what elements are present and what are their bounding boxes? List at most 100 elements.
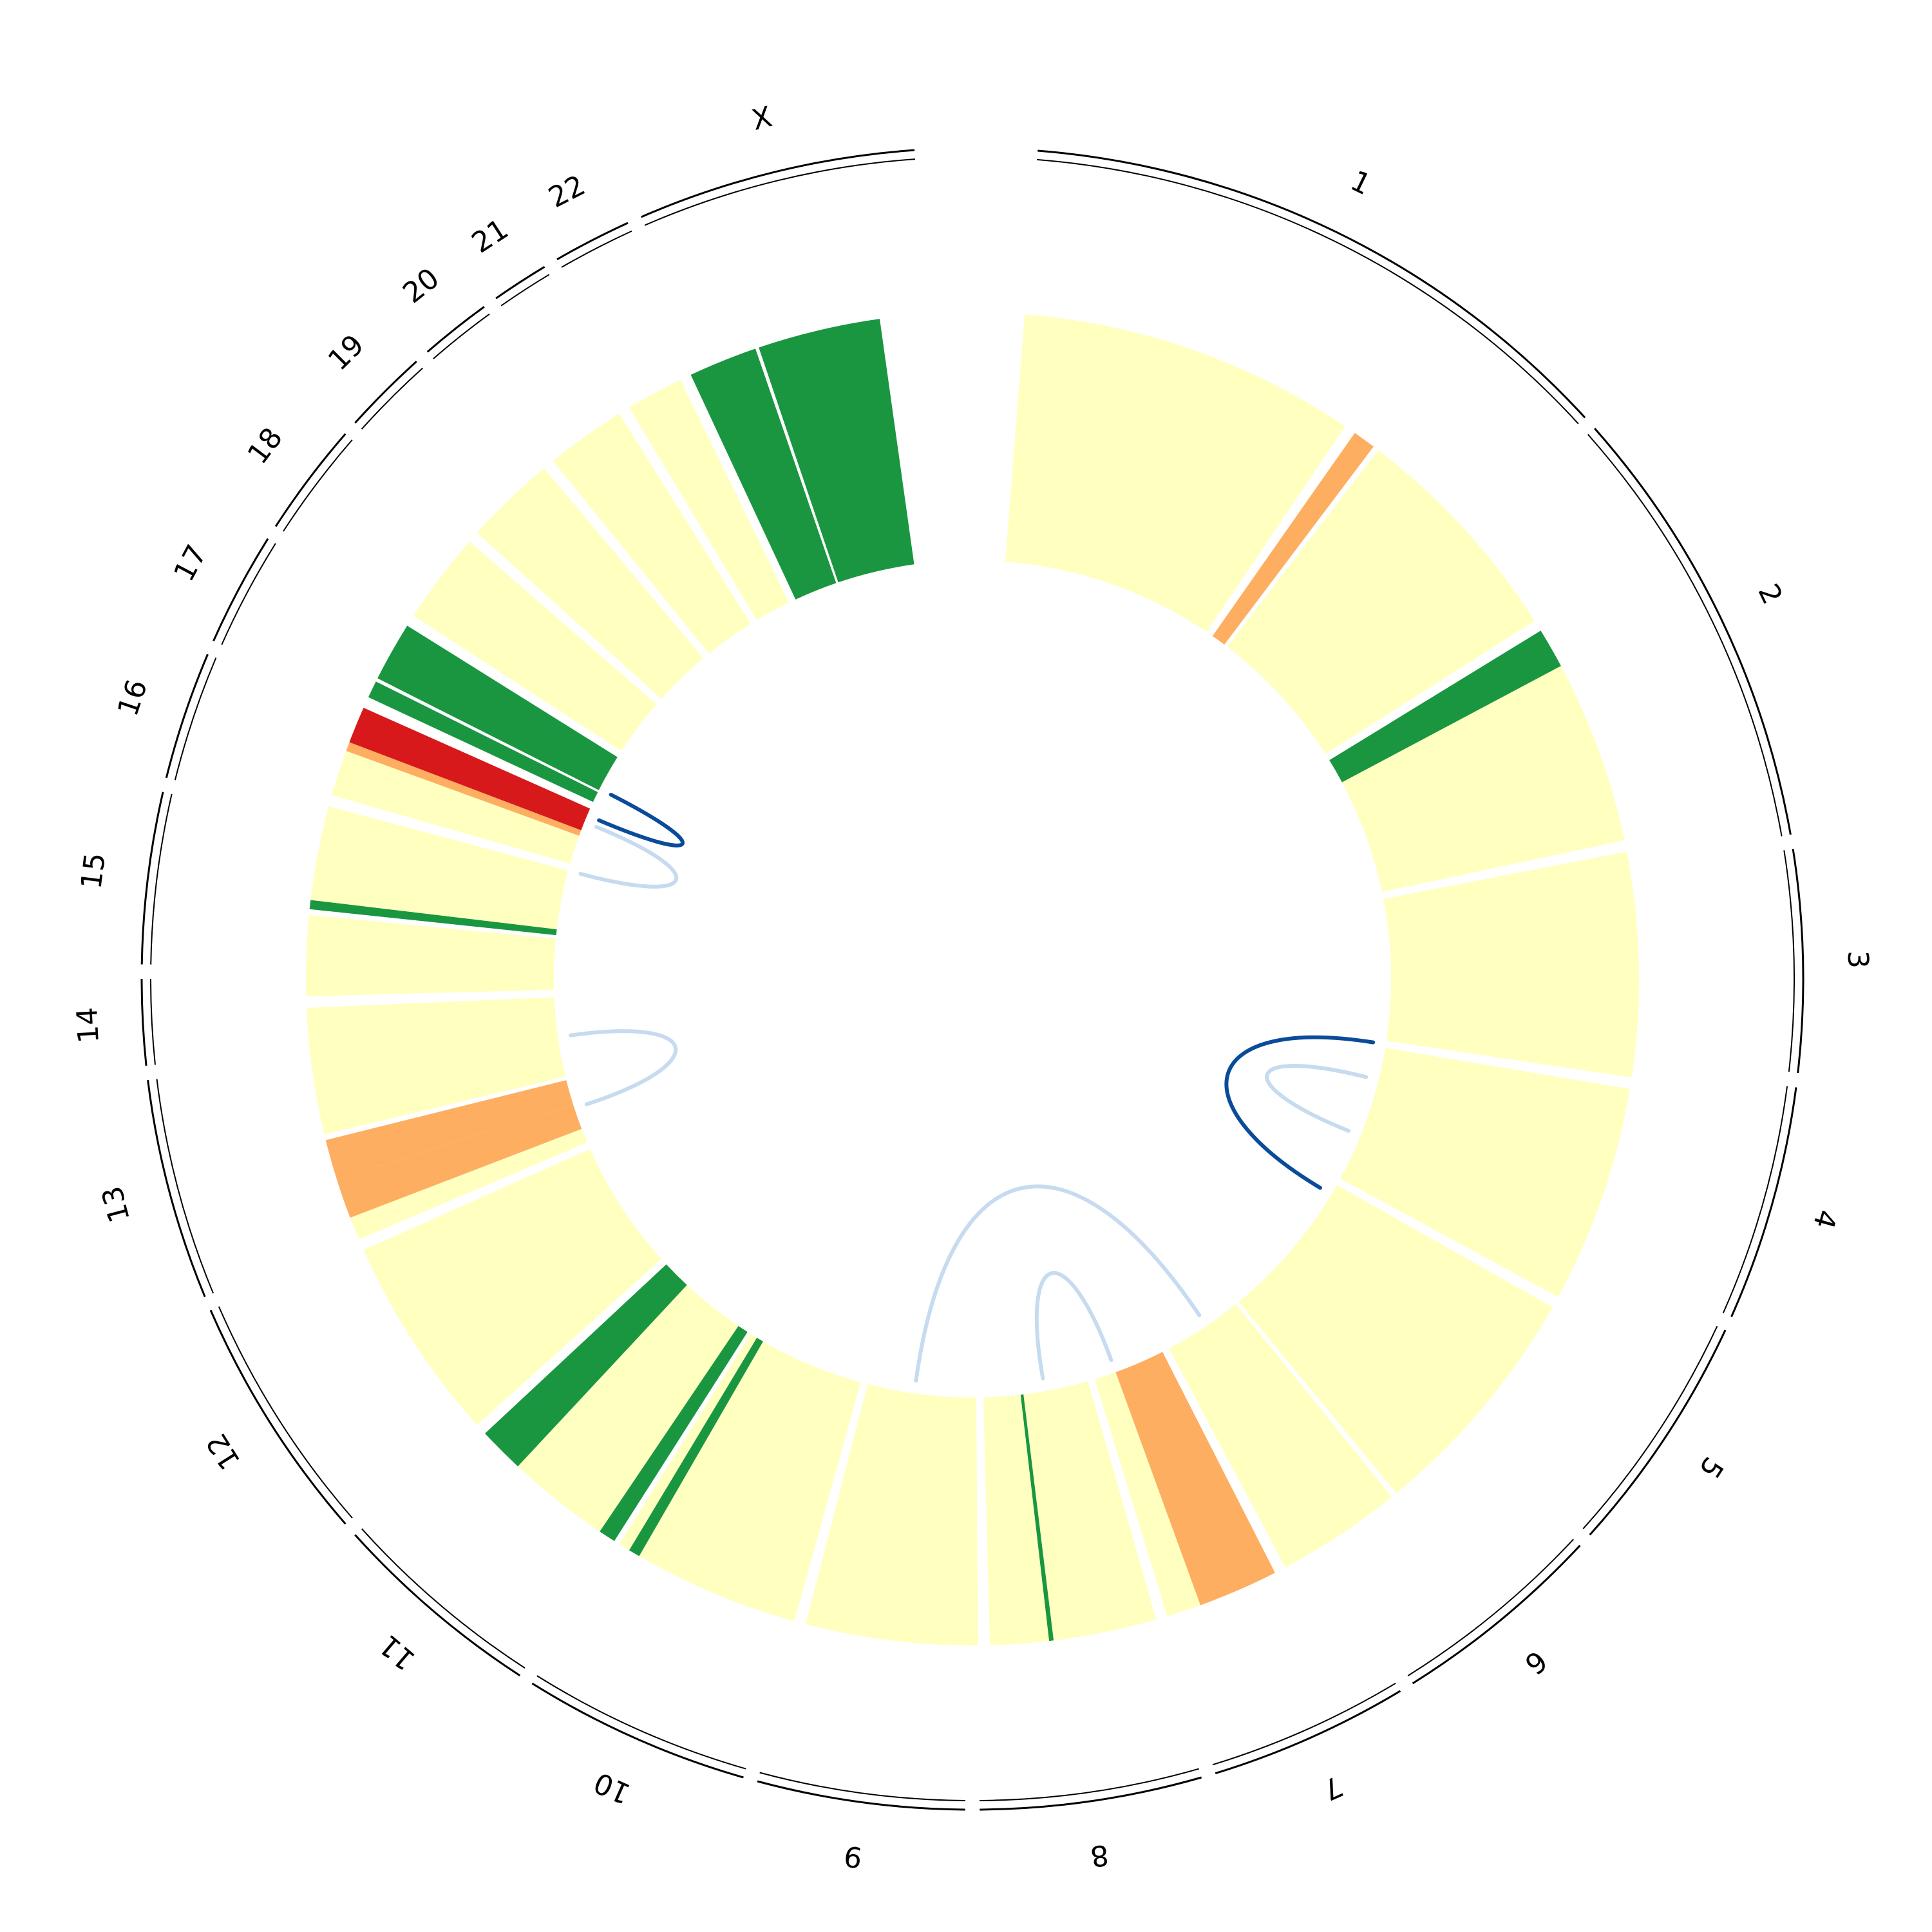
ideogram-inner-arc <box>283 439 353 532</box>
heatmap-segment <box>336 1104 582 1218</box>
link-weak <box>914 1184 1202 1383</box>
heatmap-segment <box>477 468 704 699</box>
ideogram-outer-arc <box>1037 149 1586 419</box>
chromosome-label-21: 21 <box>466 213 515 260</box>
heatmap-segment <box>690 348 837 600</box>
ideogram-outer-arc <box>980 1776 1202 1811</box>
ideogram-chr-22 <box>556 222 632 268</box>
ideogram-inner-arc <box>1722 1086 1788 1314</box>
ideogram-chr-4 <box>1722 1086 1797 1318</box>
heatmap-segment <box>518 1285 739 1532</box>
heatmap-segment <box>1329 630 1561 782</box>
heatmap-segment <box>1005 314 1345 632</box>
heatmap-segment <box>805 1384 978 1646</box>
heatmap-segment <box>1383 851 1639 1077</box>
heatmap-segment <box>1341 666 1625 892</box>
ideogram-inner-arc <box>1407 1539 1574 1676</box>
heatmap-segment <box>629 1338 763 1557</box>
ideogram-chr-12 <box>209 1306 353 1525</box>
heatmap-segment <box>639 1341 861 1622</box>
ideogram-inner-arc <box>150 793 173 965</box>
ideogram-inner-arc <box>759 1772 965 1801</box>
ideogram-chr-15 <box>140 791 173 965</box>
heatmap-segment <box>309 900 557 936</box>
heatmap-segment <box>368 681 598 802</box>
ideogram-inner-arc <box>644 158 916 226</box>
ideogram-chr-11 <box>354 1528 526 1677</box>
ideogram-outer-arc <box>495 266 545 299</box>
ideogram-inner-arc <box>156 1079 214 1294</box>
chromosome-label-4: 4 <box>1806 1206 1843 1233</box>
ideogram-outer-arc <box>757 1780 965 1811</box>
chromosome-label-8: 8 <box>1088 1838 1111 1873</box>
chromosome-label-15: 15 <box>75 851 111 891</box>
chromosome-label-5: 5 <box>1692 1451 1730 1484</box>
ideogram-outer-arc <box>426 306 485 353</box>
chromosome-label-10: 10 <box>589 1765 636 1810</box>
ideogram-outer-arc <box>209 1309 346 1525</box>
heatmap-segment <box>310 806 569 929</box>
heatmap-segment <box>413 542 657 751</box>
ideogram-outer-arc <box>213 538 269 641</box>
ideogram-inner-arc <box>433 313 490 359</box>
heatmap-segment <box>1169 1304 1392 1567</box>
ideogram-outer-arc <box>556 222 629 261</box>
chromosome-label-18: 18 <box>242 422 289 470</box>
heatmap-segment <box>485 1264 687 1466</box>
heatmap-segment <box>600 1325 748 1541</box>
ideogram-inner-arc <box>500 274 550 307</box>
ideogram-inner-arc <box>561 230 632 268</box>
ideogram-outer-arc <box>1792 848 1804 1074</box>
heatmap-segment <box>363 1149 661 1425</box>
chromosome-label-13: 13 <box>96 1183 137 1226</box>
ideogram-inner-arc <box>1783 850 1795 1072</box>
ideogram-chr-2 <box>1587 428 1792 837</box>
heatmap-segment <box>1023 1381 1157 1641</box>
ideogram-chr-17 <box>213 538 276 645</box>
ideogram-inner-arc <box>361 1528 526 1669</box>
ideogram-chr-X <box>641 149 916 226</box>
heatmap-segment <box>553 413 751 654</box>
heatmap-segment <box>349 708 591 831</box>
ideogram-outer-arc <box>1730 1087 1797 1318</box>
ideogram-inner-arc <box>150 978 156 1065</box>
ideogram-chr-3 <box>1783 848 1804 1074</box>
chromosome-label-12: 12 <box>200 1427 247 1475</box>
ideogram-chr-14 <box>140 978 156 1066</box>
chromosome-label-11: 11 <box>373 1628 422 1676</box>
link-weak <box>1034 1271 1113 1381</box>
ideogram-outer-arc <box>641 149 915 218</box>
ideogram-inner-arc <box>1212 1682 1396 1766</box>
ideogram-outer-arc <box>1589 1329 1727 1536</box>
heatmap-track <box>306 314 1639 1646</box>
heatmap-segment <box>1238 1185 1553 1493</box>
ideogram-chr-16 <box>165 654 217 781</box>
chromosome-label-14: 14 <box>71 1007 106 1045</box>
chromosome-label-7: 7 <box>1318 1769 1347 1806</box>
ideogram-outer-arc <box>274 433 346 527</box>
ideogram-inner-arc <box>536 1675 746 1770</box>
ideogram-chr-5 <box>1582 1325 1727 1536</box>
ideogram-inner-arc <box>218 1306 353 1519</box>
heatmap-segment <box>346 742 582 836</box>
heatmap-segment <box>983 1394 1049 1645</box>
ideogram-inner-arc <box>1587 433 1783 837</box>
ideogram-inner-arc <box>174 658 217 781</box>
heatmap-segment <box>350 1128 587 1240</box>
heatmap-segment <box>1020 1394 1054 1642</box>
ideogram-inner-arc <box>1582 1325 1718 1530</box>
heatmap-segment <box>1340 1048 1630 1297</box>
link-track <box>569 793 1376 1383</box>
chromosome-label-17: 17 <box>167 540 213 587</box>
ideogram-outer-arc <box>354 361 417 424</box>
ideogram-chr-7 <box>1212 1682 1401 1775</box>
ideogram-chr-1 <box>1037 149 1586 424</box>
heatmap-segment <box>629 379 790 620</box>
link-weak <box>1265 1064 1368 1133</box>
chromosome-label-1: 1 <box>1345 164 1376 202</box>
ideogram-outer-arc <box>531 1682 744 1779</box>
heatmap-segment <box>1227 450 1535 754</box>
heatmap-segment <box>332 751 580 864</box>
ideogram-chr-9 <box>757 1772 965 1811</box>
